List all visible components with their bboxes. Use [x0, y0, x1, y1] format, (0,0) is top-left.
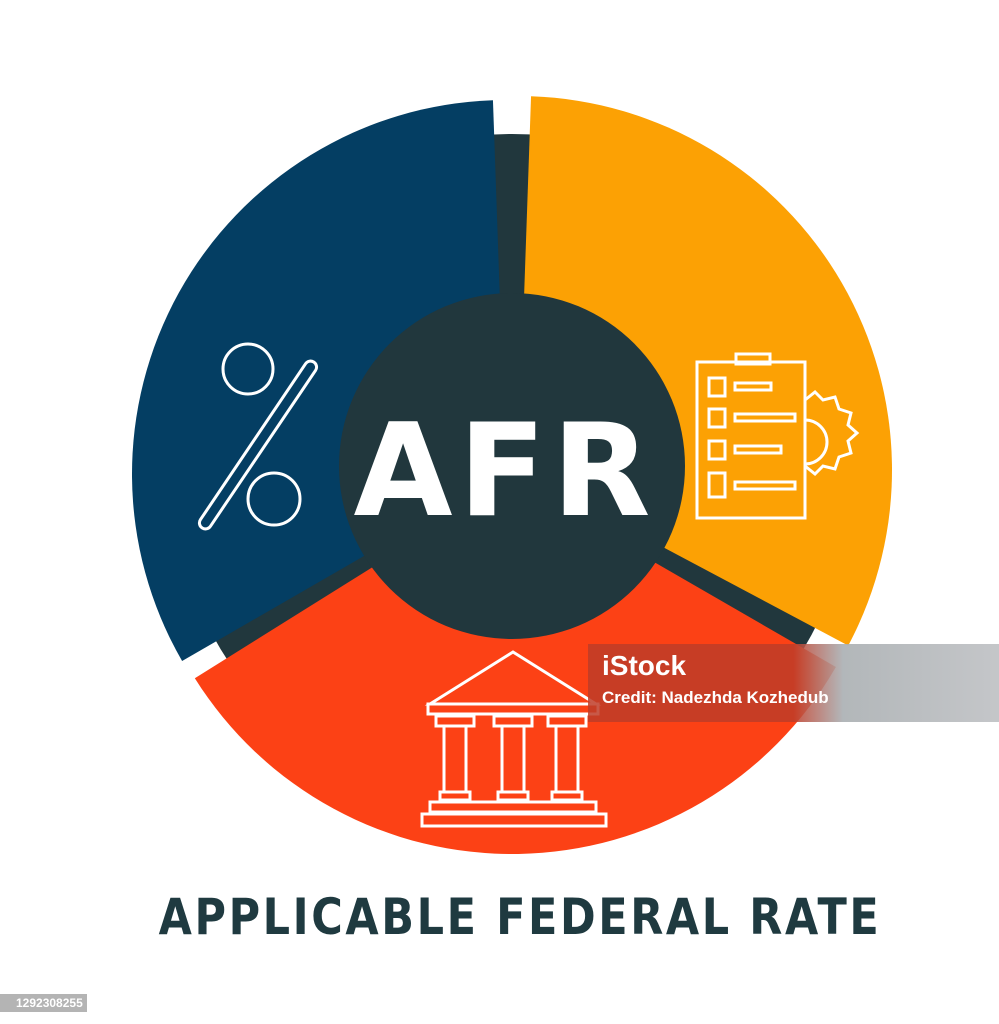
image-id: 1292308255	[0, 994, 87, 1012]
center-label: AFR	[353, 397, 656, 546]
bank-building-icon	[420, 650, 608, 828]
clipboard-gear-icon	[695, 352, 860, 520]
watermark-credit: Credit: Nadezhda Kozhedub	[602, 688, 829, 707]
percent-icon	[197, 342, 319, 531]
diagram-title: APPLICABLE FEDERAL RATE	[158, 888, 882, 946]
center-circle	[339, 293, 685, 639]
watermark: iStock Credit: Nadezhda Kozhedub	[588, 644, 999, 722]
segment-red	[194, 480, 836, 855]
watermark-logo: iStock	[602, 650, 687, 681]
